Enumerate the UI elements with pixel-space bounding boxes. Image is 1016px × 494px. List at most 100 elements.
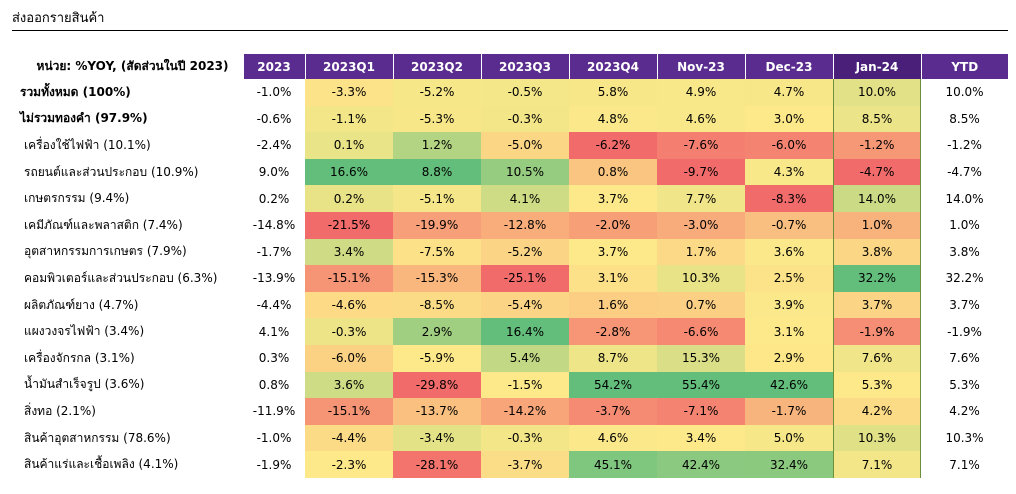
table-body: รวมทั้งหมด (100%) -1.0% -3.3% -5.2% -0.5% 5.8… (18, 79, 1008, 478)
value-cell: 8.5% (921, 105, 1008, 133)
value-cell: -15.1% (305, 398, 393, 425)
value-cell: -1.7% (745, 398, 833, 425)
value-cell: 5.3% (921, 371, 1008, 399)
value-cell: -0.7% (745, 211, 833, 239)
value-cell: -5.0% (481, 132, 569, 159)
table-row: สิ่งทอ (2.1%) -11.9% -15.1% -13.7% -14.2% -3.… (18, 398, 1008, 425)
value-cell: 0.8% (243, 371, 305, 399)
value-cell: -25.1% (481, 265, 569, 292)
value-cell: -2.4% (243, 132, 305, 159)
col-header-2023: 2023 (243, 54, 306, 79)
value-cell: -6.0% (745, 132, 833, 159)
value-cell: -4.4% (243, 291, 305, 319)
value-cell: 3.1% (745, 318, 833, 345)
value-cell: -3.7% (569, 398, 657, 425)
value-cell: -0.3% (305, 318, 393, 345)
value-cell: 3.8% (833, 238, 921, 266)
row-label: สิ่งทอ (2.1%) (24, 403, 96, 418)
value-cell: 3.7% (833, 291, 921, 319)
row-label: แผงวงจรไฟฟ้า (3.4%) (24, 324, 145, 339)
value-cell: 0.2% (305, 185, 393, 212)
value-cell: 16.4% (481, 318, 569, 345)
value-cell: 2.9% (393, 318, 481, 345)
table-row: เครื่องจักรกล (3.1%) 0.3% -6.0% -5.9% 5.4% 8.… (18, 344, 1008, 372)
value-cell: 10.5% (481, 158, 569, 186)
value-cell: 10.3% (657, 265, 745, 292)
value-cell: -4.4% (305, 424, 393, 452)
col-header-ytd: YTD (921, 54, 1008, 79)
value-cell: -6.6% (657, 318, 745, 345)
value-cell: 9.0% (243, 158, 305, 186)
value-cell: 4.6% (657, 105, 745, 133)
row-label: สินค้าอุตสาหกรรม (78.6%) (24, 430, 171, 445)
value-cell: -1.0% (243, 424, 305, 452)
row-label: รวมทั้งหมด (100%) (20, 84, 131, 99)
value-cell: 5.8% (569, 79, 657, 106)
col-header-2023q2: 2023Q2 (393, 54, 482, 79)
value-cell: 32.4% (745, 451, 833, 478)
value-cell: -6.0% (305, 344, 393, 372)
table-row: น้ำมันสำเร็จรูป (3.6%) 0.8% 3.6% -29.8% -1.5… (18, 371, 1008, 399)
value-cell: -1.7% (243, 238, 305, 266)
value-cell: 42.6% (745, 371, 833, 399)
value-cell: 32.2% (833, 265, 921, 292)
value-cell: -0.6% (243, 105, 305, 133)
value-cell: 7.1% (833, 451, 921, 478)
value-cell: 3.7% (921, 291, 1008, 319)
value-cell: 0.1% (305, 132, 393, 159)
value-cell: 8.8% (393, 158, 481, 186)
value-cell: 10.3% (833, 424, 921, 452)
value-cell: 55.4% (657, 371, 745, 399)
col-header-jan24: Jan-24 (833, 54, 922, 79)
value-cell: -2.8% (569, 318, 657, 345)
value-cell: -15.1% (305, 265, 393, 292)
value-cell: 54.2% (569, 371, 657, 399)
value-cell: -13.9% (243, 265, 305, 292)
value-cell: 32.2% (921, 265, 1008, 292)
value-cell: 4.6% (569, 424, 657, 452)
row-label: ไม่รวมทองคำ (97.9%) (20, 111, 148, 126)
table-row: สินค้าแร่และเชื้อเพลิง (4.1%) -1.9% -2.3% -… (18, 451, 1008, 478)
value-cell: -3.0% (657, 211, 745, 239)
value-cell: -12.8% (481, 211, 569, 239)
value-cell: -4.7% (921, 158, 1008, 186)
table-row: รวมทั้งหมด (100%) -1.0% -3.3% -5.2% -0.5% 5.8… (18, 79, 1008, 106)
value-cell: 0.7% (657, 291, 745, 319)
value-cell: -5.4% (481, 291, 569, 319)
value-cell: 15.3% (657, 344, 745, 372)
value-cell: 1.7% (657, 238, 745, 266)
value-cell: 3.4% (657, 424, 745, 452)
value-cell: -19.9% (393, 211, 481, 239)
value-cell: 3.1% (569, 265, 657, 292)
value-cell: -14.2% (481, 398, 569, 425)
value-cell: 5.0% (745, 424, 833, 452)
value-cell: 4.1% (481, 185, 569, 212)
value-cell: -5.2% (393, 79, 481, 106)
table-row: เคมีภัณฑ์และพลาสติก (7.4%) -14.8% -21.5% -1… (18, 211, 1008, 239)
value-cell: 3.7% (569, 238, 657, 266)
header-row: หน่วย: %YOY, (สัดส่วนในปี 2023) 2023 202… (18, 54, 1008, 79)
value-cell: 4.8% (569, 105, 657, 133)
value-cell: 3.6% (745, 238, 833, 266)
value-cell: -4.6% (305, 291, 393, 319)
value-cell: 16.6% (305, 158, 393, 186)
page-title: ส่งออกรายสินค้า (12, 11, 105, 26)
value-cell: -3.4% (393, 424, 481, 452)
value-cell: 4.1% (243, 318, 305, 345)
value-cell: 3.9% (745, 291, 833, 319)
value-cell: -3.3% (305, 79, 393, 106)
value-cell: 14.0% (833, 185, 921, 212)
row-label: อุตสาหกรรมการเกษตร (7.9%) (24, 244, 187, 259)
value-cell: 0.3% (243, 344, 305, 372)
value-cell: 14.0% (921, 185, 1008, 212)
value-cell: -1.2% (921, 132, 1008, 159)
value-cell: -5.3% (393, 105, 481, 133)
table-row: ไม่รวมทองคำ (97.9%) -0.6% -1.1% -5.3% -0.3% 4… (18, 105, 1008, 133)
col-header-2023q1: 2023Q1 (305, 54, 394, 79)
value-cell: -5.1% (393, 185, 481, 212)
value-cell: -2.3% (305, 451, 393, 478)
value-cell: -13.7% (393, 398, 481, 425)
row-label: เครื่องจักรกล (3.1%) (24, 350, 135, 365)
value-cell: 2.9% (745, 344, 833, 372)
